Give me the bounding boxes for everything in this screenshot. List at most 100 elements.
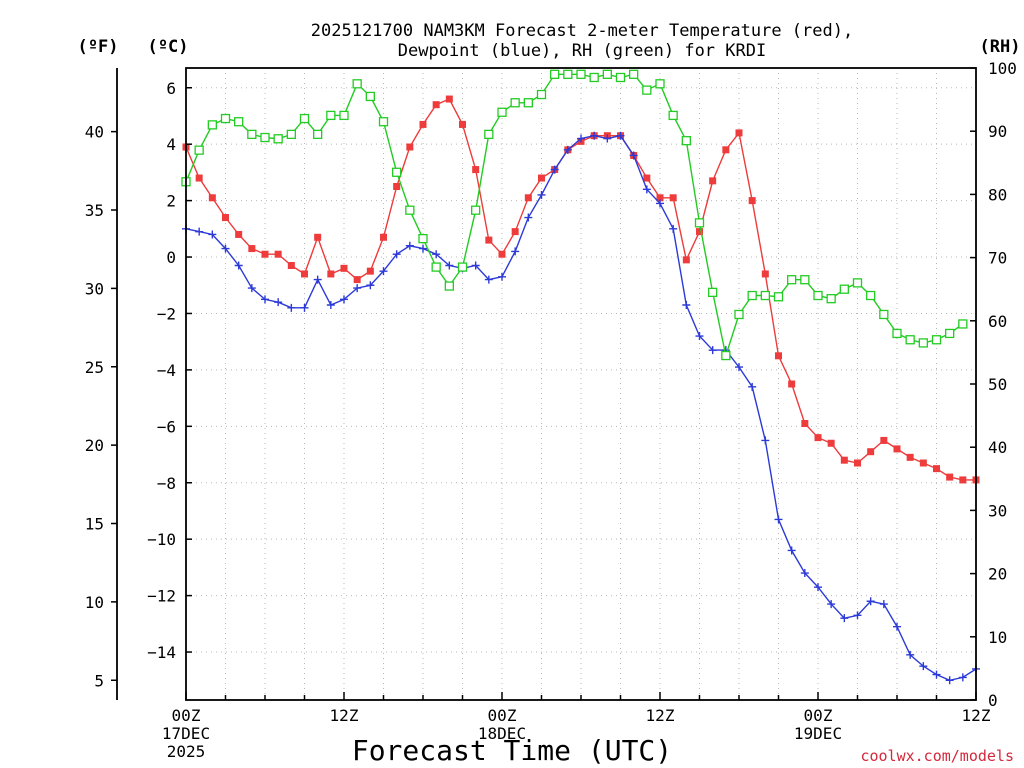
temperature-point [353,276,361,284]
temperature-point [195,174,203,182]
rh-point [273,134,283,144]
dewpoint-point [748,382,757,391]
x-tick-label: 12Z [646,706,675,725]
dewpoint-point [195,227,204,236]
temperature-point [222,214,229,222]
series-layer [181,69,980,685]
rh-point [747,290,757,301]
temperature-point [669,194,677,202]
temperature-point [511,228,519,236]
rh-point [708,287,718,298]
dewpoint-point [366,281,375,290]
temperature-point [419,120,427,128]
dewpoint-point [814,583,822,592]
rh-tick-label: 60 [988,312,1007,331]
rh-point [931,335,942,345]
rh-point [313,129,323,140]
rh-point [418,233,428,244]
rh-tick-label: 70 [988,249,1007,268]
x-tick-label: 2025 [167,742,206,761]
dewpoint-point [787,546,796,555]
rh-point [839,284,849,294]
dewpoint-point [524,213,533,222]
rh-point [866,290,876,301]
dewpoint-point [208,230,217,239]
x-tick-label: 00Z [488,706,517,725]
chart-title-line2: Dewpoint (blue), RH (green) for KRDI [398,41,766,61]
rh-point [352,79,362,89]
temperature-point [327,270,335,278]
rh-point [497,107,507,117]
rh-point [734,309,744,320]
temperature-point [775,352,782,360]
temperature-point [814,434,822,442]
temperature-point [314,233,322,241]
rh-point [365,91,375,102]
unit-label-celsius: (ºC) [148,37,189,57]
x-axis-label: Forecast Time (UTC) [352,734,672,767]
temperature-point [722,146,730,154]
fahrenheit-tick-label: 10 [85,593,104,612]
series-dewpoint [182,131,980,685]
rh-point [760,290,770,301]
rh-point [629,69,639,79]
temperature-point [933,465,940,473]
dewpoint-point [300,303,309,312]
dewpoint-point [840,614,849,623]
temperature-point [235,230,243,238]
rh-tick-label: 30 [988,501,1007,520]
rh-point [694,218,705,228]
rh-point [431,262,441,272]
rh-tick-label: 10 [988,628,1007,647]
rh-point [220,113,231,124]
temperature-point [485,236,493,244]
dewpoint-point [853,611,862,620]
celsius-tick-label: −12 [147,587,176,606]
temperature-point [906,453,914,461]
rh-point [286,129,296,140]
x-tick-label: 18DEC [478,724,526,743]
x-tick-label: 17DEC [162,724,210,743]
x-tick-label: 12Z [330,706,359,725]
celsius-tick-label: −14 [147,643,176,662]
rh-point [471,205,481,215]
rh-point [523,98,533,108]
celsius-tick-label: −10 [147,530,176,549]
temperature-point [340,264,348,272]
x-tick-label: 19DEC [794,724,842,743]
temperature-point [709,177,717,185]
dewpoint-point [629,151,638,160]
dewpoint-point [800,569,809,578]
temperature-point [366,267,374,275]
rh-point [642,85,652,95]
rh-tick-label: 80 [988,185,1007,204]
temperature-point [248,245,256,253]
rh-point [484,129,494,140]
rh-point [392,167,402,177]
rh-point [260,132,270,143]
rh-point [905,335,915,345]
dewpoint-point [379,267,388,276]
temperature-point [498,250,506,258]
dewpoint-point [234,261,243,270]
rh-point [879,309,889,320]
rh-tick-label: 100 [988,59,1017,78]
rh-point [945,328,955,339]
celsius-tick-label: −8 [157,474,176,493]
rh-point [247,129,257,140]
rh-point [576,69,586,79]
dewpoint-point [511,247,520,256]
fahrenheit-tick-label: 30 [85,279,104,298]
rh-point [457,262,468,272]
dewpoint-point [932,670,941,679]
dewpoint-point [708,346,717,355]
temperature-point [472,166,480,174]
dewpoint-point [656,199,664,208]
rh-point [405,205,415,215]
dewpoint-point [287,303,296,312]
rh-point [589,72,599,83]
rh-point [787,275,797,285]
temperature-point [867,448,875,456]
temperature-line [185,98,976,481]
